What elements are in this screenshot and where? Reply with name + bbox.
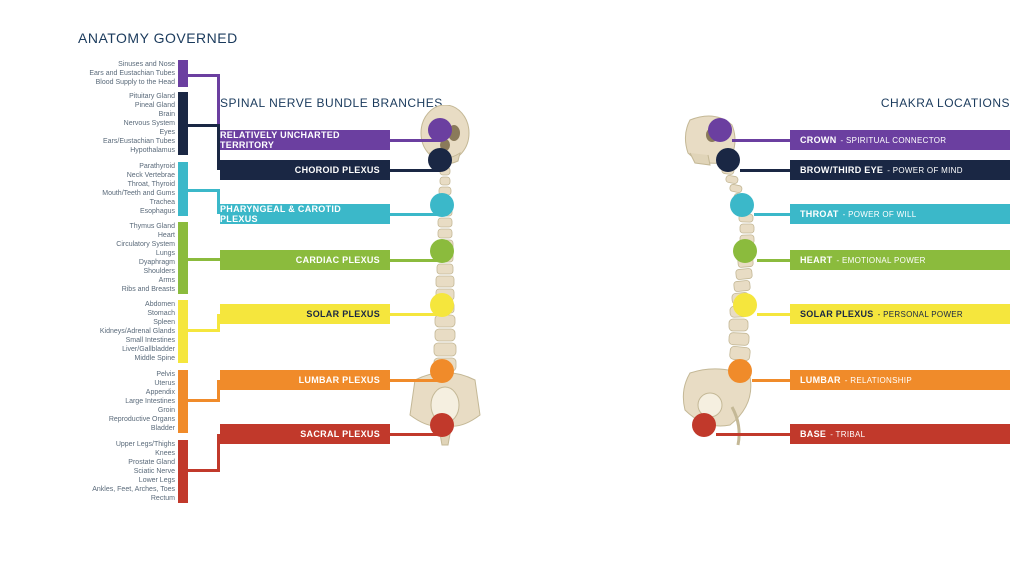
connector-line	[188, 434, 220, 472]
connector-line	[188, 124, 220, 171]
chakra-dot	[716, 148, 740, 172]
spine-dot	[430, 413, 454, 437]
chakra-bar: SOLAR PLEXUS- PERSONAL POWER	[790, 304, 1010, 324]
chakra-connector	[732, 139, 790, 142]
chakra-dot	[733, 239, 757, 263]
chakra-dot	[708, 118, 732, 142]
spine-dot	[430, 293, 454, 317]
chakra-connector	[757, 259, 790, 262]
anatomy-color-bar	[178, 440, 188, 503]
chakra-connector	[740, 169, 790, 172]
chakra-dot	[728, 359, 752, 383]
anatomy-color-bar	[178, 60, 188, 87]
anatomy-color-bar	[178, 162, 188, 216]
chakra-connector	[752, 379, 790, 382]
plexus-bar: SOLAR PLEXUS	[220, 304, 390, 324]
chakra-connector	[754, 213, 790, 216]
chakra-bar: THROAT- POWER OF WILL	[790, 204, 1010, 224]
spine-dot	[428, 118, 452, 142]
spine-dot	[430, 359, 454, 383]
anatomy-color-bar	[178, 370, 188, 433]
chakra-bar: BROW/THIRD EYE- POWER OF MIND	[790, 160, 1010, 180]
connector-line	[188, 380, 220, 402]
chakra-dot	[730, 193, 754, 217]
anatomy-group: Upper Legs/ThighsKneesProstate GlandScia…	[55, 440, 175, 503]
chakra-dot	[692, 413, 716, 437]
plexus-bar: CHOROID PLEXUS	[220, 160, 390, 180]
anatomy-group: PelvisUterusAppendixLarge IntestinesGroi…	[55, 370, 175, 433]
anatomy-group: AbdomenStomachSpleenKidneys/Adrenal Glan…	[55, 300, 175, 363]
connector-line	[188, 258, 220, 261]
chakra-dot	[733, 293, 757, 317]
anatomy-group: Sinuses and NoseEars and Eustachian Tube…	[55, 60, 175, 87]
spine-dot	[428, 148, 452, 172]
spine-dot	[430, 193, 454, 217]
connector-line	[188, 189, 220, 214]
anatomy-group: ParathyroidNeck VertebraeThroat, Thyroid…	[55, 162, 175, 216]
plexus-bar: PHARYNGEAL & CAROTID PLEXUS	[220, 204, 390, 224]
chakra-bar: CROWN- SPIRITUAL CONNECTOR	[790, 130, 1010, 150]
connector-line	[188, 314, 220, 332]
chakra-bar: HEART- EMOTIONAL POWER	[790, 250, 1010, 270]
chakra-heading: CHAKRA LOCATIONS	[881, 96, 1010, 110]
chakra-connector	[716, 433, 790, 436]
plexus-bar: RELATIVELY UNCHARTED TERRITORY	[220, 130, 390, 150]
anatomy-group: Thymus GlandHeartCirculatory SystemLungs…	[55, 222, 175, 294]
chakra-bar: BASE- TRIBAL	[790, 424, 1010, 444]
anatomy-color-bar	[178, 222, 188, 294]
anatomy-heading: ANATOMY GOVERNED	[78, 30, 238, 46]
plexus-bar: SACRAL PLEXUS	[220, 424, 390, 444]
chakra-connector	[757, 313, 790, 316]
anatomy-color-bar	[178, 300, 188, 363]
plexus-bar: CARDIAC PLEXUS	[220, 250, 390, 270]
anatomy-group: Pituitary GlandPineal GlandBrainNervous …	[55, 92, 175, 155]
chakra-bar: LUMBAR- RELATIONSHIP	[790, 370, 1010, 390]
spine-dot	[430, 239, 454, 263]
plexus-bar: LUMBAR PLEXUS	[220, 370, 390, 390]
anatomy-color-bar	[178, 92, 188, 155]
